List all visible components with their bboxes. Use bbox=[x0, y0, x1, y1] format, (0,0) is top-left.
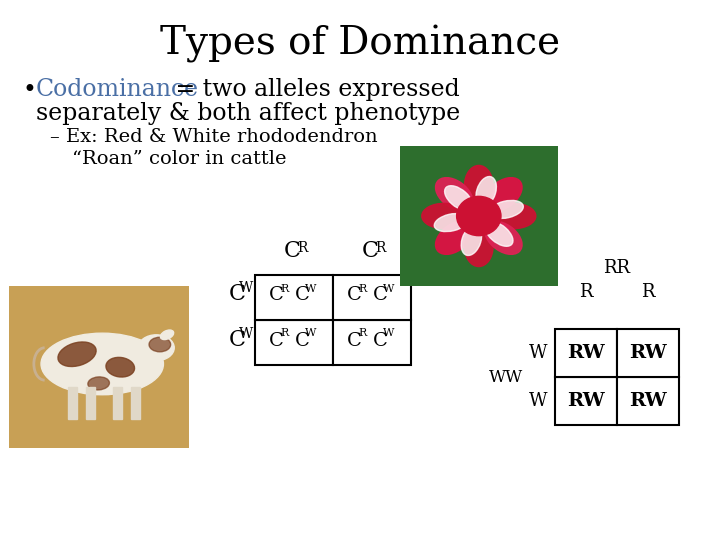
Ellipse shape bbox=[436, 178, 473, 211]
Ellipse shape bbox=[149, 337, 171, 352]
Text: R: R bbox=[281, 328, 289, 339]
Text: separately & both affect phenotype: separately & both affect phenotype bbox=[36, 102, 460, 125]
Text: W: W bbox=[239, 327, 253, 341]
Text: •: • bbox=[22, 78, 36, 102]
Text: R: R bbox=[580, 283, 593, 301]
Text: – Ex: Red & White rhododendron: – Ex: Red & White rhododendron bbox=[50, 128, 377, 146]
Ellipse shape bbox=[161, 330, 174, 340]
Ellipse shape bbox=[434, 213, 468, 232]
Ellipse shape bbox=[422, 204, 466, 228]
Ellipse shape bbox=[464, 165, 493, 205]
Bar bbox=[255, 320, 333, 365]
Ellipse shape bbox=[490, 200, 523, 219]
Text: W: W bbox=[305, 284, 317, 294]
Bar bbox=[255, 275, 333, 320]
Text: C: C bbox=[269, 287, 284, 305]
Text: C: C bbox=[346, 332, 361, 349]
Ellipse shape bbox=[492, 204, 536, 228]
Text: C: C bbox=[228, 328, 246, 350]
Bar bbox=[68, 387, 77, 419]
Text: R: R bbox=[642, 283, 654, 301]
Text: C: C bbox=[228, 284, 246, 306]
Text: RR: RR bbox=[603, 259, 631, 277]
Text: R: R bbox=[359, 328, 367, 339]
Text: W: W bbox=[528, 392, 547, 410]
Text: Types of Dominance: Types of Dominance bbox=[160, 25, 560, 63]
Text: C: C bbox=[294, 332, 310, 349]
Text: C: C bbox=[294, 287, 310, 305]
Bar bbox=[131, 387, 140, 419]
Bar bbox=[617, 329, 679, 377]
Text: RW: RW bbox=[567, 344, 605, 362]
Bar bbox=[86, 387, 95, 419]
Text: C: C bbox=[269, 332, 284, 349]
Text: RW: RW bbox=[567, 392, 605, 410]
Ellipse shape bbox=[138, 335, 174, 361]
Text: W: W bbox=[305, 328, 317, 339]
Text: = two alleles expressed: = two alleles expressed bbox=[168, 78, 460, 101]
Text: C: C bbox=[346, 287, 361, 305]
Text: WW: WW bbox=[489, 368, 523, 386]
Text: W: W bbox=[239, 281, 253, 295]
Text: W: W bbox=[528, 344, 547, 362]
Ellipse shape bbox=[485, 178, 522, 211]
Bar bbox=[333, 275, 411, 320]
Bar bbox=[555, 329, 617, 377]
Ellipse shape bbox=[485, 221, 522, 254]
Text: RW: RW bbox=[629, 392, 667, 410]
Bar bbox=[617, 377, 679, 425]
Text: “Roan” color in cattle: “Roan” color in cattle bbox=[72, 150, 287, 168]
Ellipse shape bbox=[88, 377, 109, 390]
Text: R: R bbox=[297, 241, 307, 255]
Text: R: R bbox=[375, 241, 385, 255]
Ellipse shape bbox=[106, 357, 135, 377]
Ellipse shape bbox=[462, 225, 482, 255]
Circle shape bbox=[456, 197, 501, 235]
Bar bbox=[555, 377, 617, 425]
Text: W: W bbox=[383, 328, 395, 339]
Text: C: C bbox=[361, 240, 379, 262]
Bar bbox=[333, 320, 411, 365]
Text: C: C bbox=[372, 332, 387, 349]
Ellipse shape bbox=[476, 177, 496, 207]
Text: Codominance: Codominance bbox=[36, 78, 199, 101]
Text: RW: RW bbox=[629, 344, 667, 362]
Bar bbox=[113, 387, 122, 419]
Ellipse shape bbox=[464, 227, 493, 267]
Text: R: R bbox=[281, 284, 289, 294]
Text: R: R bbox=[359, 284, 367, 294]
Ellipse shape bbox=[436, 221, 473, 254]
Ellipse shape bbox=[58, 342, 96, 367]
Text: C: C bbox=[372, 287, 387, 305]
Text: W: W bbox=[383, 284, 395, 294]
Ellipse shape bbox=[41, 333, 163, 395]
Ellipse shape bbox=[445, 186, 472, 211]
Text: C: C bbox=[284, 240, 300, 262]
Ellipse shape bbox=[485, 221, 513, 246]
